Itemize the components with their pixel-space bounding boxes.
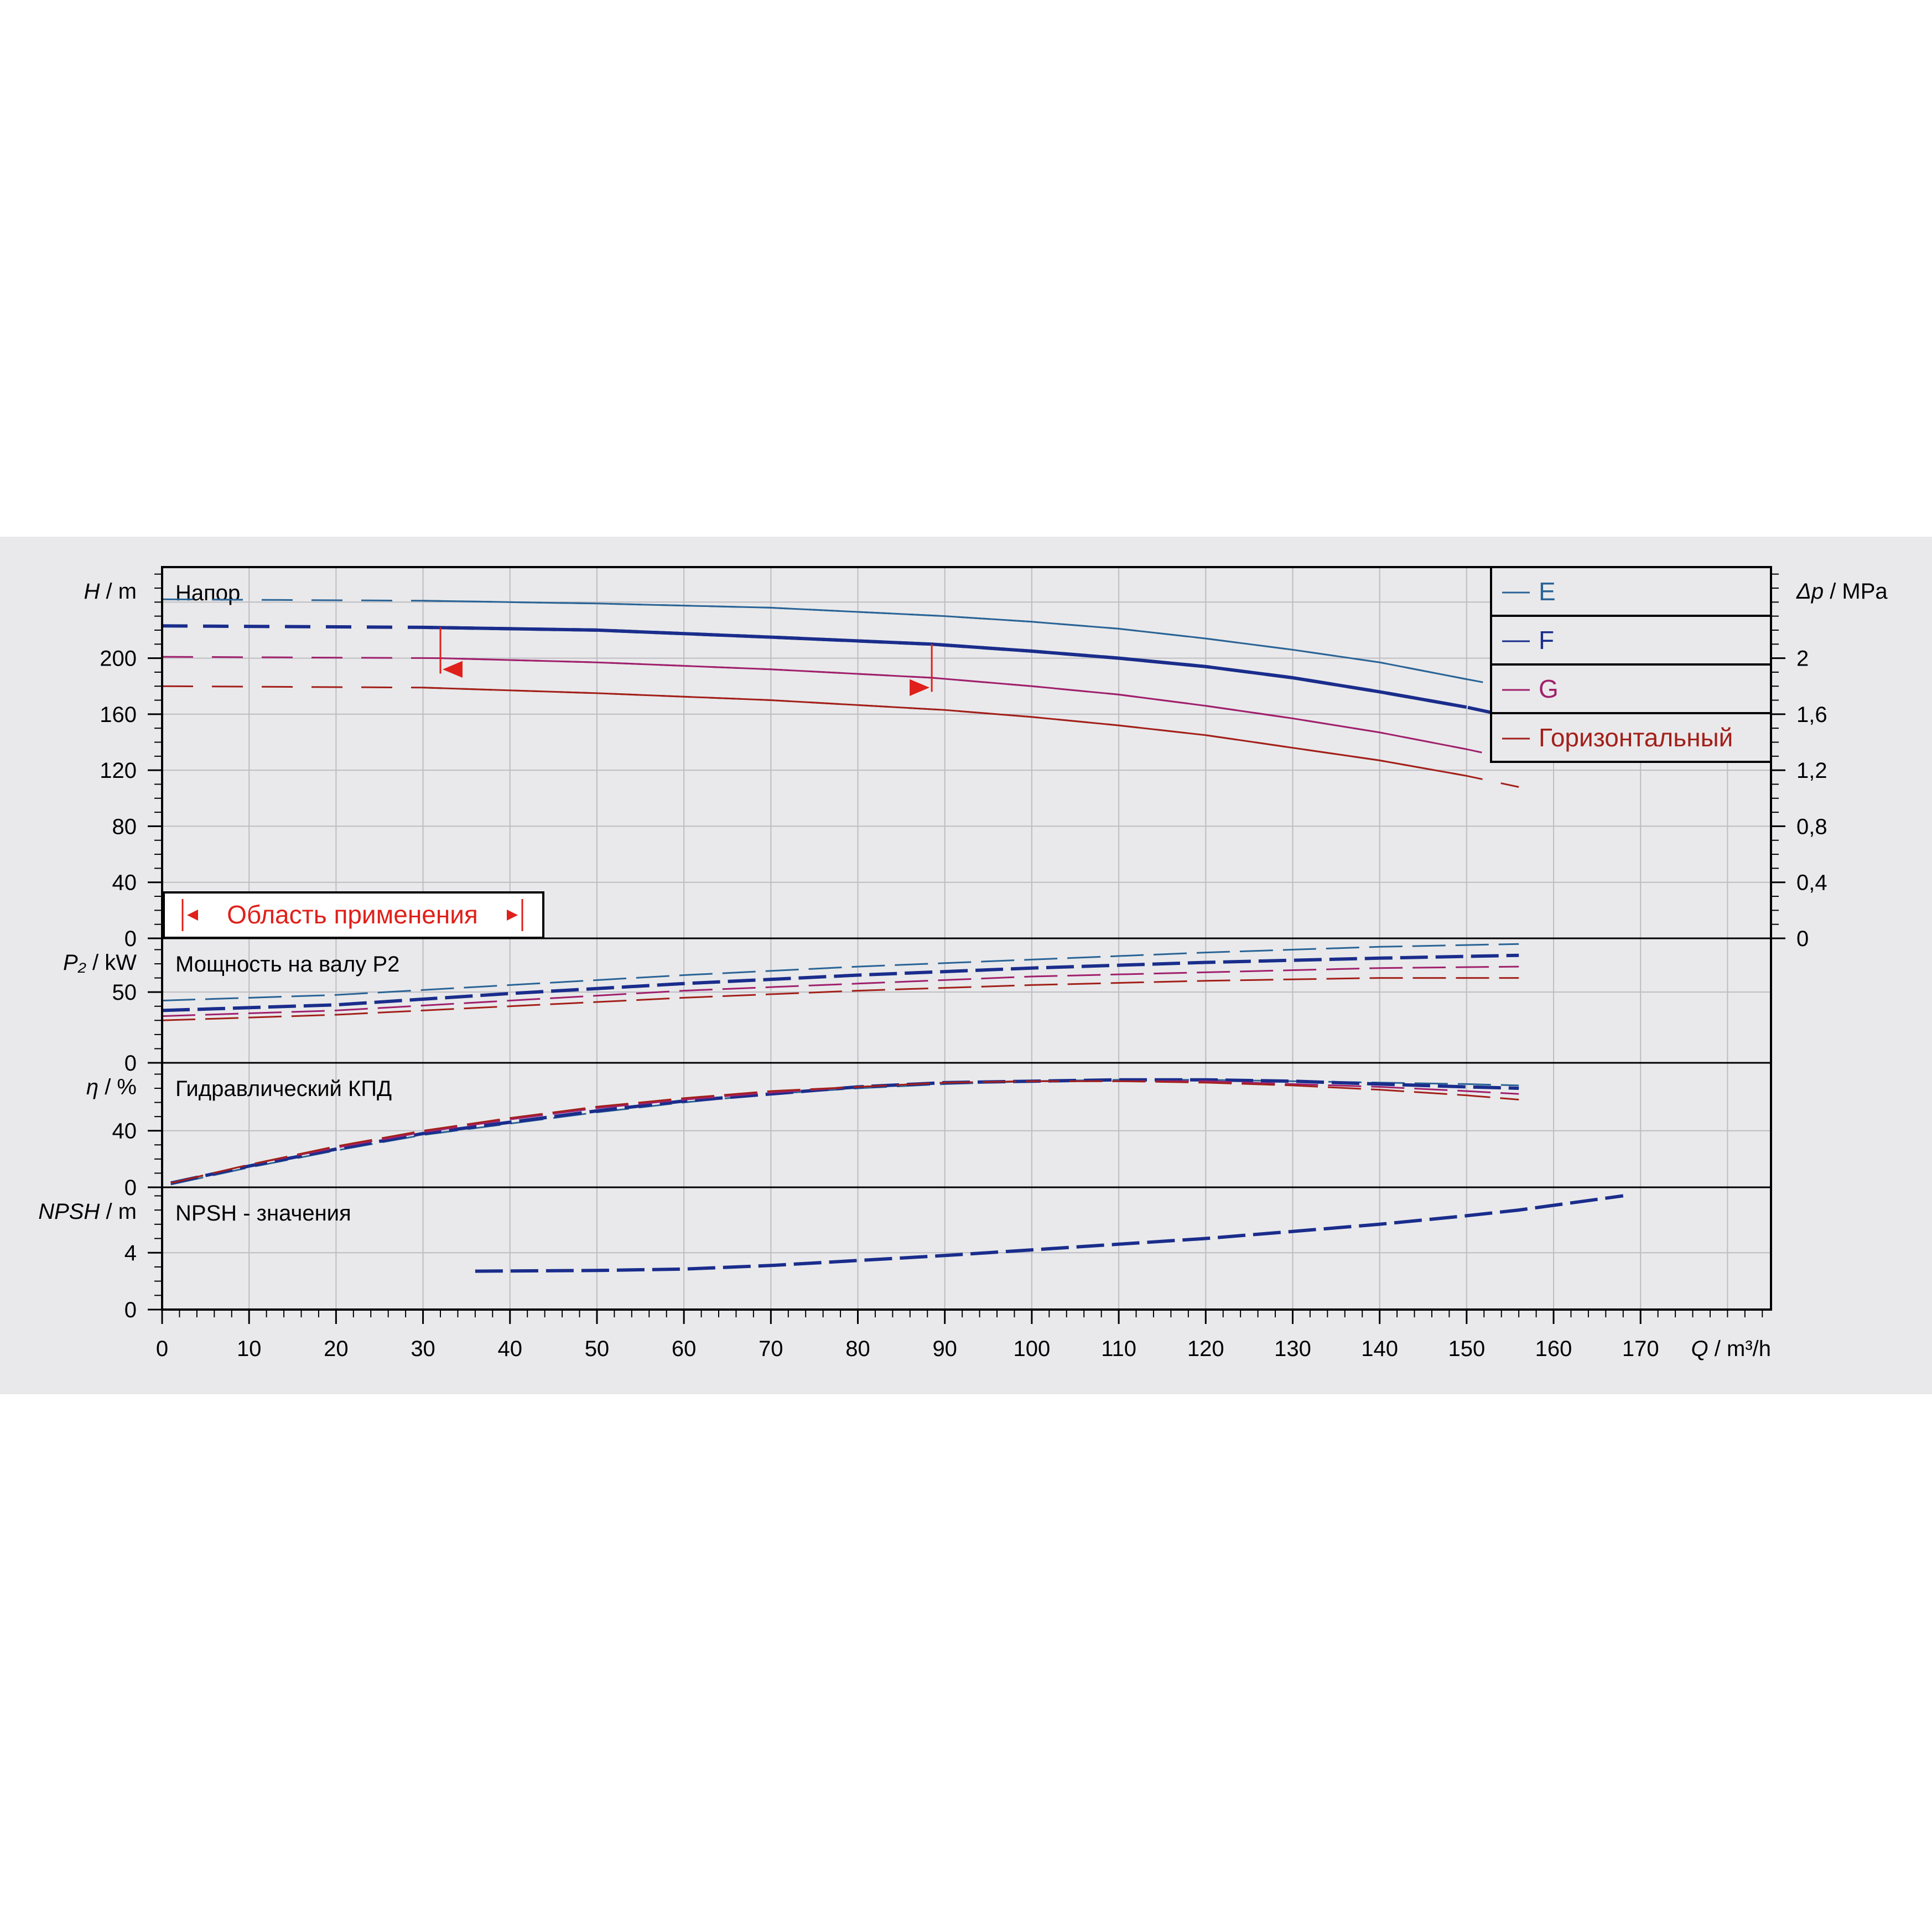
head-y-tick-label: 0: [124, 927, 137, 951]
head-y-tick-label: 40: [112, 871, 137, 895]
x-tick-label: 140: [1361, 1337, 1398, 1361]
legend-label: G: [1539, 674, 1559, 703]
series-G-head-line: [440, 657, 1467, 750]
x-tick-label: 30: [411, 1337, 435, 1361]
x-tick-label: 160: [1535, 1337, 1572, 1361]
legend-label: F: [1539, 626, 1554, 655]
x-tick-label: 150: [1448, 1337, 1485, 1361]
x-tick-label: 120: [1187, 1337, 1224, 1361]
application-range-label-box: [163, 891, 544, 939]
secondary-y-tick-label: 2: [1796, 647, 1809, 671]
power-y-axis-label: P₂ / kW: [63, 951, 137, 975]
series-Горизонтальный-head-line: [423, 687, 1467, 777]
x-tick-label: 170: [1622, 1337, 1659, 1361]
head-y-tick-label: 200: [100, 647, 137, 671]
secondary-y-tick-label: 0,8: [1796, 814, 1827, 839]
series-E-head-dashed: [162, 598, 1519, 690]
secondary-y-tick-label: 0,4: [1796, 871, 1827, 895]
x-tick-label: 0: [156, 1337, 168, 1361]
x-tick-label: 20: [324, 1337, 349, 1361]
application-range-right-arrow: [910, 679, 930, 696]
head-y-tick-label: 160: [100, 703, 137, 727]
pump-curve-chart: 0 40 80 120 160 200 H / m Напор 0 0,4 0,8 1,2 1,6 2 Δp…: [0, 537, 1932, 1394]
legend-item-box: [1490, 712, 1772, 763]
x-tick-label: 10: [237, 1337, 262, 1361]
efficiency-y-axis-label: η / %: [86, 1075, 137, 1099]
legend-label: Горизонтальный: [1539, 723, 1733, 752]
x-tick-label: 40: [498, 1337, 523, 1361]
series-Горизонтальный-efficiency-line: [170, 1080, 1519, 1184]
series-Горизонтальный-power-line: [162, 977, 1519, 1021]
series-F-npsh-line: [475, 1194, 1624, 1273]
x-tick-label: 70: [759, 1337, 783, 1361]
x-tick-label: 60: [672, 1337, 697, 1361]
series-Горизонтальный-head-dashed: [162, 685, 1519, 788]
secondary-y-axis-label: Δp / MPa: [1796, 579, 1888, 604]
head-y-tick-label: 120: [100, 759, 137, 783]
power-y-tick-label: 50: [112, 980, 137, 1005]
x-tick-label: 110: [1101, 1337, 1136, 1361]
legend-item-box: [1490, 566, 1772, 617]
x-axis-label: Q / m³/h: [1691, 1337, 1771, 1361]
series-F-power-line: [162, 953, 1519, 1012]
x-tick-label: 100: [1014, 1337, 1051, 1361]
x-tick-label: 50: [585, 1337, 610, 1361]
application-range-label: Область применения: [227, 900, 478, 929]
series-F-head-line: [423, 625, 1467, 709]
application-range-left-arrow: [443, 661, 463, 678]
series-G-power-line: [162, 965, 1519, 1017]
legend-item-box: [1490, 663, 1772, 714]
efficiency-y-tick-label: 0: [124, 1176, 137, 1200]
secondary-y-tick-label: 1,2: [1796, 759, 1827, 783]
efficiency-y-tick-label: 40: [112, 1119, 137, 1144]
legend-item-box: [1490, 615, 1772, 666]
secondary-y-tick-label: 0: [1796, 927, 1809, 951]
application-range-label-left-arrow: [187, 910, 198, 921]
efficiency-panel-title: Гидравлический КПД: [175, 1077, 392, 1101]
head-y-axis-label: H / m: [84, 579, 137, 604]
power-panel-title: Мощность на валу P2: [175, 952, 399, 977]
npsh-y-tick-label: 0: [124, 1298, 137, 1322]
application-range-label-right-arrow: [507, 910, 518, 921]
npsh-panel-title: NPSH - значения: [175, 1201, 351, 1225]
x-tick-label: 90: [932, 1337, 957, 1361]
series-E-power-line: [162, 943, 1519, 1001]
x-tick-label: 80: [845, 1337, 870, 1361]
power-y-tick-label: 0: [124, 1051, 137, 1076]
secondary-y-tick-label: 1,6: [1796, 703, 1827, 727]
npsh-y-tick-label: 4: [124, 1241, 137, 1265]
x-tick-label: 130: [1274, 1337, 1311, 1361]
head-panel-title: Напор: [175, 581, 240, 605]
npsh-y-axis-label: NPSH / m: [38, 1199, 137, 1224]
head-y-tick-label: 80: [112, 814, 137, 839]
legend-label: E: [1539, 577, 1556, 606]
plot-frame: [161, 566, 1772, 1311]
series-E-head-line: [423, 600, 1467, 681]
